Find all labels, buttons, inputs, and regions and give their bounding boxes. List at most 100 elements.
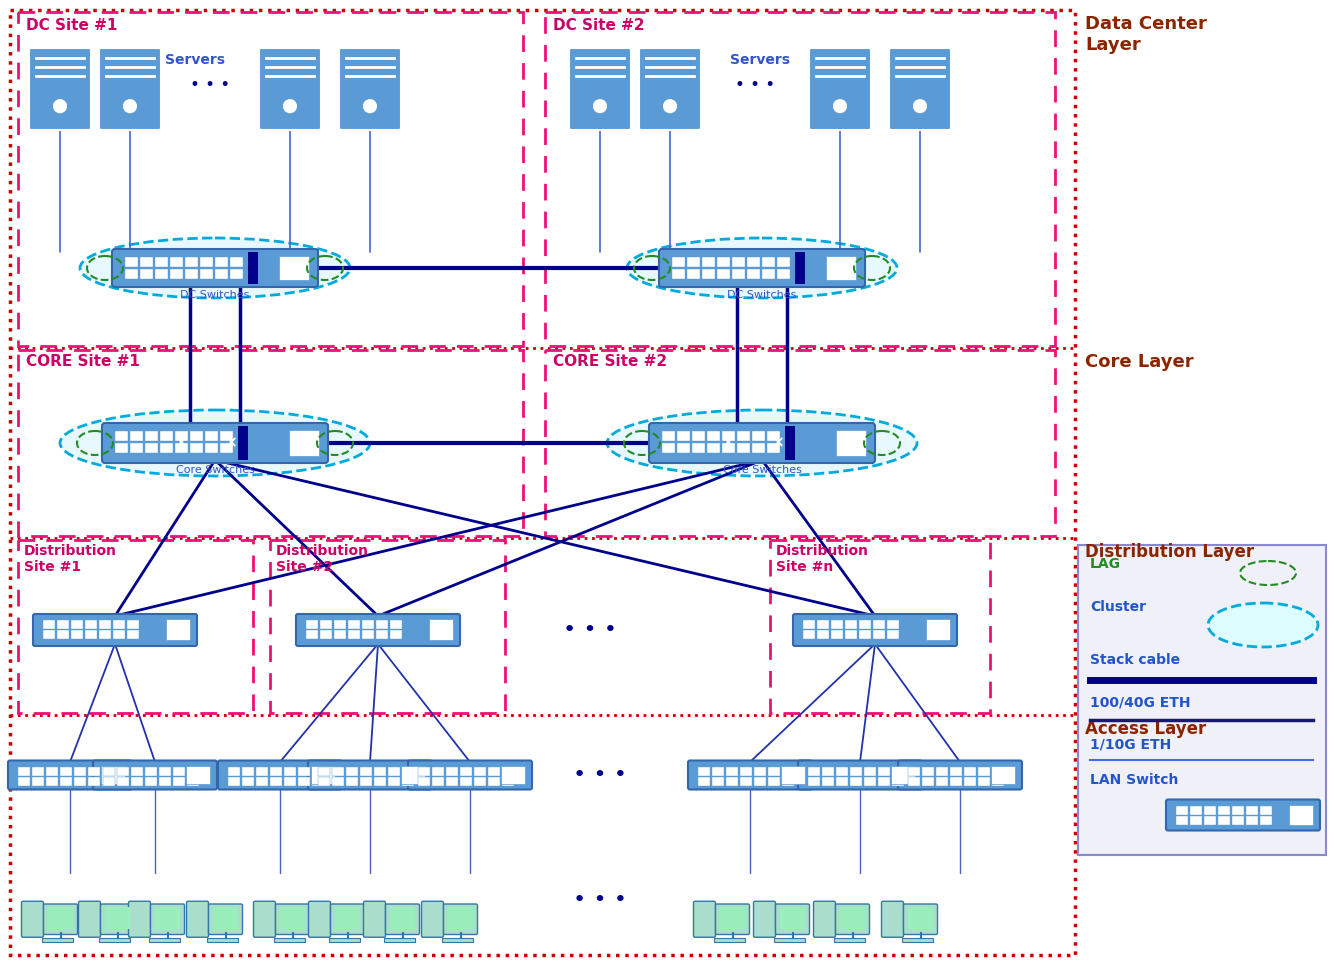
FancyBboxPatch shape [309,901,330,937]
Bar [717,257,731,267]
FancyBboxPatch shape [640,48,701,130]
Bar [170,257,183,267]
Bar [978,776,990,786]
Bar [740,776,752,786]
Bar [360,766,372,775]
Bar [127,630,139,639]
Text: ×: × [174,435,186,451]
Bar [388,766,400,775]
Bar [17,350,523,536]
FancyBboxPatch shape [29,48,91,130]
Bar [1218,816,1230,825]
Bar [795,252,805,284]
Bar [740,766,752,775]
Bar [155,257,169,267]
Bar [937,776,949,786]
Bar [360,776,372,786]
Bar [60,766,72,775]
Bar [124,257,138,267]
Bar [318,766,330,775]
Bar [187,776,199,786]
Bar [32,776,44,786]
Text: Servers: Servers [731,53,789,67]
Bar [227,776,240,786]
Bar [41,938,74,942]
Bar [769,540,990,713]
Bar [71,620,83,629]
Bar [767,443,780,453]
Bar [115,431,128,441]
Text: CORE Site #1: CORE Site #1 [25,354,140,369]
Bar [103,766,115,775]
Circle shape [593,99,607,114]
Bar [112,620,124,629]
Bar [752,443,765,453]
Bar [389,620,401,629]
Text: ×: × [771,435,783,451]
FancyBboxPatch shape [660,249,864,287]
Bar [248,252,258,284]
Bar [99,620,111,629]
Bar [909,766,921,775]
Bar [187,766,199,775]
Bar [803,630,815,639]
Bar [389,907,415,928]
Bar [363,620,375,629]
Bar [401,766,413,775]
Bar [199,269,213,279]
Bar [502,766,514,775]
Bar [375,776,385,786]
Bar [818,630,830,639]
Bar [289,430,318,456]
Bar [86,630,96,639]
Bar [768,766,780,775]
Bar [892,766,904,775]
Bar [872,630,884,639]
Bar [702,269,714,279]
Bar [348,630,360,639]
Bar [706,431,720,441]
Bar [161,443,173,453]
Bar [768,776,780,786]
FancyBboxPatch shape [408,761,533,790]
Text: DC Site #2: DC Site #2 [553,18,645,33]
FancyBboxPatch shape [882,901,903,937]
Bar [991,766,1016,784]
Bar [17,776,29,786]
Bar [17,540,253,713]
Bar [500,766,524,784]
Bar [950,776,962,786]
Bar [752,431,765,441]
FancyBboxPatch shape [339,48,401,130]
Bar [488,776,500,786]
FancyBboxPatch shape [112,249,318,287]
Bar [963,776,975,786]
Bar [238,426,248,460]
Bar [298,766,310,775]
Bar [755,766,765,775]
Text: Cluster: Cluster [1090,600,1147,614]
Bar [892,776,904,786]
Bar [99,630,111,639]
Bar [446,776,458,786]
Text: Stack cable: Stack cable [1090,653,1180,667]
Bar [60,776,72,786]
Bar [173,776,185,786]
FancyBboxPatch shape [753,901,776,937]
FancyBboxPatch shape [128,901,150,937]
Text: Distribution
Site #1: Distribution Site #1 [24,544,116,575]
Bar [834,938,864,942]
Bar [159,776,171,786]
FancyBboxPatch shape [33,614,197,646]
Bar [417,766,429,775]
Bar [712,766,724,775]
Bar [312,766,324,775]
Bar [116,766,128,775]
Bar [145,431,158,441]
Bar [140,257,153,267]
Bar [991,766,1004,775]
FancyBboxPatch shape [296,614,460,646]
Bar [74,776,86,786]
Bar [836,776,848,786]
Bar [808,766,820,775]
